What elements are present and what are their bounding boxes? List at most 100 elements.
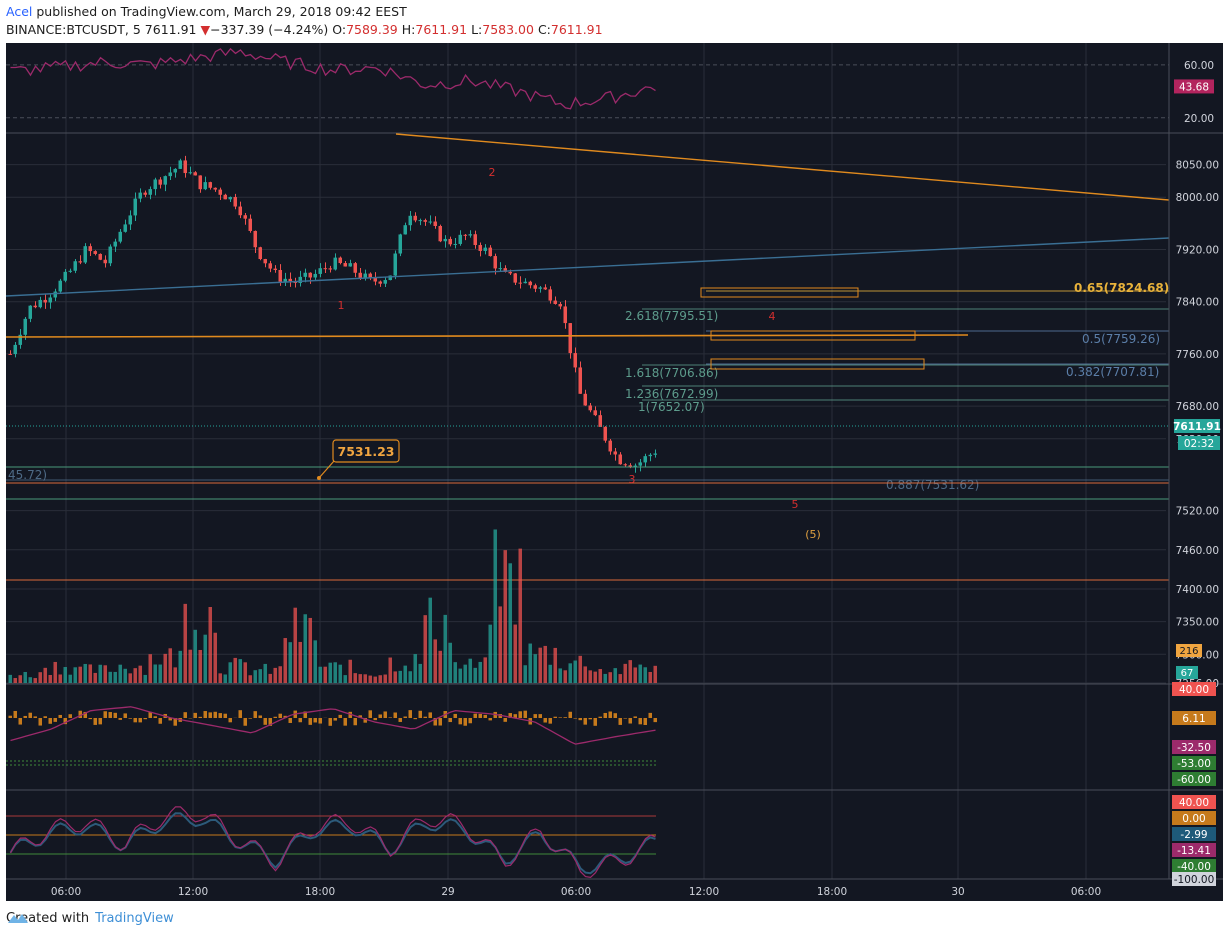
candle-body [78, 261, 82, 263]
volume-bar [158, 664, 162, 683]
volume-bar [193, 629, 197, 683]
callout-anchor [317, 476, 321, 480]
candle-body [148, 189, 152, 195]
volume-bar [483, 657, 487, 683]
macd-histogram-bar [518, 711, 522, 718]
osc-axis-tag [1172, 811, 1216, 825]
macd-histogram-bar [158, 718, 162, 724]
author-link[interactable]: Acel [6, 4, 33, 19]
macd-histogram-bar [453, 713, 457, 718]
fib-level-label-cut: 45.72) [8, 468, 47, 482]
rsi-axis-label: 60.00 [1184, 60, 1214, 72]
candle-body [163, 176, 167, 185]
price-tick-label: 7920.00 [1176, 244, 1219, 256]
macd-axis-label: 40.00 [1179, 684, 1209, 696]
macd-histogram-bar [633, 716, 637, 718]
candle-body [623, 464, 627, 466]
candle-body [328, 268, 332, 270]
macd-histogram-bar [253, 711, 257, 718]
macd-histogram-bar [613, 713, 617, 718]
fib-level-label: 2.618(7795.51) [625, 309, 718, 323]
macd-axis-label: -53.00 [1177, 758, 1211, 770]
volume-bar [68, 674, 72, 683]
osc-axis-label: -100.00 [1174, 874, 1215, 886]
candle-body [98, 253, 102, 260]
horizontal-support-line [6, 334, 969, 338]
candle-body [358, 272, 362, 279]
macd-histogram-bar [388, 717, 392, 718]
close-label: C: [537, 22, 551, 37]
volume-bar [403, 665, 407, 683]
macd-histogram-bar [568, 711, 572, 718]
countdown-tag [1178, 436, 1220, 450]
volume-bar [253, 670, 257, 683]
volume-bar [618, 674, 622, 683]
macd-histogram-bar [193, 712, 197, 718]
candle-body [298, 276, 302, 283]
macd-histogram-bar [563, 717, 567, 718]
candle-body [213, 187, 217, 190]
macd-histogram-bar [268, 718, 272, 726]
osc-axis-label: 40.00 [1179, 797, 1209, 809]
candle-body [158, 179, 162, 185]
macd-histogram-bar [498, 714, 502, 718]
macd-histogram-bar [288, 718, 292, 723]
volume-bar [43, 667, 47, 683]
down-arrow-icon: ▼ [200, 22, 211, 37]
candle-body [448, 238, 452, 245]
volume-bar [343, 675, 347, 683]
macd-histogram-bar [18, 718, 22, 725]
candle-body [398, 234, 402, 254]
time-tick-label: 30 [951, 886, 964, 898]
macd-histogram-bar [428, 712, 432, 718]
rsi-line [10, 47, 656, 110]
volume-bar [653, 665, 657, 683]
volume-bar [503, 550, 507, 683]
volume-bar [453, 662, 457, 683]
candle-body [348, 263, 352, 267]
volume-bar [168, 648, 172, 683]
chart-svg[interactable]: 8050.00 8000.00 7920.00 7840.00 7760.00 7680.… [6, 43, 1223, 901]
callout-label: 7531.23 [338, 444, 395, 459]
candle-body [473, 234, 477, 246]
volume-bar [318, 666, 322, 683]
wave-label: 5 [792, 498, 799, 511]
price-tick-label: 7350.00 [1176, 617, 1219, 629]
candle-body [393, 253, 397, 276]
volume-bar [23, 671, 27, 683]
last-price-tag-label: 7611.91 [1173, 421, 1221, 433]
candle-body [588, 405, 592, 411]
macd-histogram-bar [58, 714, 62, 718]
volume-bar [153, 664, 157, 683]
candle-body [388, 275, 392, 281]
tradingview-link[interactable]: TradingView [95, 911, 174, 926]
candle-body [73, 261, 77, 271]
macd-histogram-bar [508, 713, 512, 718]
descending-trendline [395, 133, 1170, 201]
volume-bar [633, 667, 637, 683]
macd-histogram-bar [513, 714, 517, 718]
volume-bar [393, 671, 397, 683]
volume-bar [468, 658, 472, 683]
macd-histogram-bar [313, 718, 317, 723]
volume-bar [33, 678, 37, 683]
osc-axis-tag [1172, 843, 1216, 857]
macd-histogram-bar [338, 714, 342, 718]
volume-axis-label: 67 [1181, 668, 1194, 679]
candle-body [118, 231, 122, 242]
macd-histogram-bar [478, 713, 482, 718]
volume-bar [293, 607, 297, 683]
volume-bar [408, 671, 412, 683]
volume-bar [108, 671, 112, 683]
macd-histogram-bar [638, 718, 642, 725]
candle-body [153, 179, 157, 190]
volume-bar [433, 639, 437, 683]
candle-body [188, 172, 192, 174]
chart-area[interactable]: 8050.00 8000.00 7920.00 7840.00 7760.00 7680.… [6, 43, 1223, 901]
macd-histogram-bar [228, 718, 232, 723]
volume-bar [488, 624, 492, 683]
osc-axis-tag [1172, 795, 1216, 809]
volume-bar [413, 654, 417, 683]
candle-body [208, 182, 212, 188]
fib-level-label: 1.618(7706.86) [625, 366, 718, 380]
